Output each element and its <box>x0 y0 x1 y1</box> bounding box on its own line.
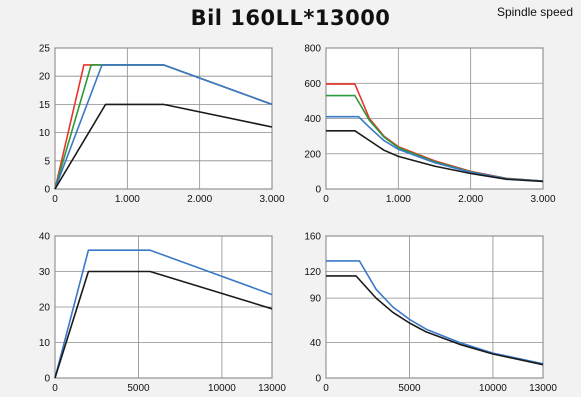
y-tick-label: 30 <box>39 267 51 278</box>
plot-area <box>325 235 544 379</box>
x-tick-label: 1.000 <box>386 194 411 205</box>
chart-title: Bil 160LL*13000 <box>190 6 391 30</box>
series-line-black <box>326 275 544 366</box>
y-tick-label: 40 <box>39 232 51 243</box>
chart-torque-bottom-left: 0 10 20 30 40 0 5000 10000 13000 <box>39 232 286 395</box>
y-tick-label: 0 <box>44 374 50 385</box>
y-tick-label: 5 <box>44 156 50 167</box>
series-line-black <box>54 103 273 190</box>
x-tick-label: 3.000 <box>259 194 284 205</box>
chart-torque-top-left: 0 5 10 15 20 25 0 1.000 2.000 3.000 <box>39 44 285 206</box>
plot-area <box>54 47 273 190</box>
x-tick-label: 0 <box>323 383 329 394</box>
series-line-blue <box>326 260 544 365</box>
y-tick-label: 15 <box>39 100 51 111</box>
x-tick-label: 5000 <box>127 383 150 394</box>
y-tick-label: 10 <box>39 338 51 349</box>
y-tick-label: 400 <box>304 114 321 125</box>
y-tick-label: 20 <box>39 303 51 314</box>
y-tick-label: 25 <box>39 44 51 55</box>
series-line-black <box>54 270 273 379</box>
series-line-blue <box>54 249 273 379</box>
y-tick-label: 0 <box>315 374 321 385</box>
x-tick-label: 10000 <box>208 383 236 394</box>
y-tick-label: 40 <box>310 338 322 349</box>
y-tick-label: 200 <box>304 149 321 160</box>
chart-power-bottom-right: 0 40 90 120 160 0 5000 10000 13000 <box>304 232 557 395</box>
y-tick-label: 10 <box>39 128 51 139</box>
x-tick-label: 5000 <box>398 383 421 394</box>
series-line-blue <box>54 64 273 190</box>
y-tick-label: 90 <box>310 294 322 305</box>
x-tick-label: 0 <box>323 194 329 205</box>
x-tick-label: 1.000 <box>115 194 140 205</box>
chart-power-top-right: 0 200 400 600 800 0 1.000 2.000 3.000 <box>304 44 556 206</box>
x-tick-label: 0 <box>52 383 58 394</box>
x-tick-label: 13000 <box>258 383 286 394</box>
y-tick-label: 0 <box>44 185 50 196</box>
y-tick-label: 20 <box>39 72 51 83</box>
x-tick-label: 10000 <box>479 383 507 394</box>
spindle-speed-label: Spindle speed <box>496 5 573 19</box>
x-tick-label: 3.000 <box>530 194 555 205</box>
x-tick-label: 2.000 <box>187 194 212 205</box>
y-tick-label: 800 <box>304 44 321 55</box>
y-tick-label: 160 <box>304 232 321 243</box>
x-tick-label: 2.000 <box>458 194 483 205</box>
x-tick-label: 13000 <box>529 383 557 394</box>
y-tick-label: 600 <box>304 79 321 90</box>
y-tick-label: 120 <box>304 267 321 278</box>
series-line-black <box>326 130 544 183</box>
y-tick-label: 0 <box>315 185 321 196</box>
x-tick-label: 0 <box>52 194 58 205</box>
